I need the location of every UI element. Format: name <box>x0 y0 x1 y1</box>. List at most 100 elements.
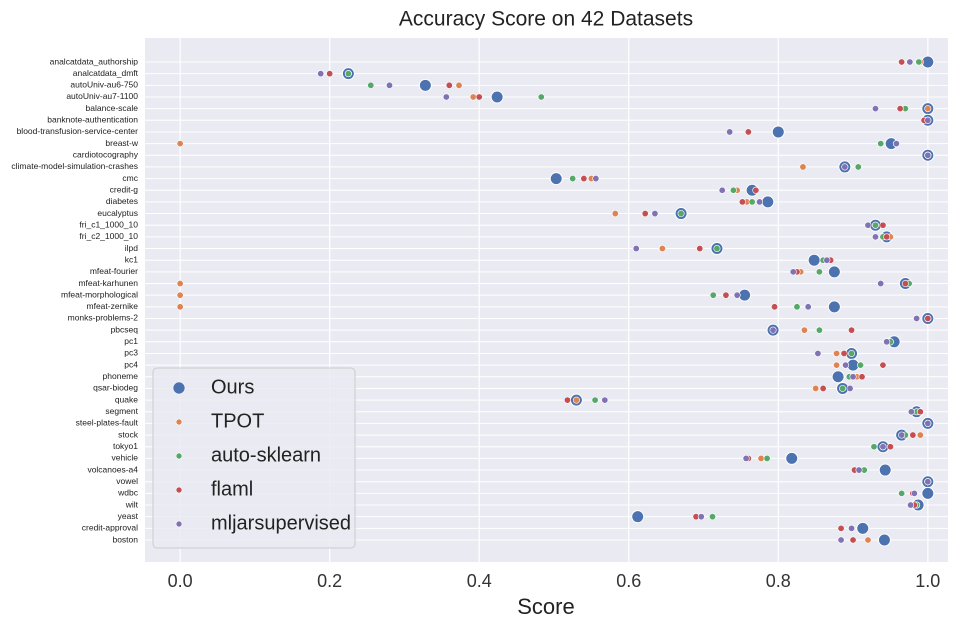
data-point <box>924 478 932 486</box>
data-point <box>839 384 847 392</box>
data-point <box>469 93 477 101</box>
y-tick-label: phoneme <box>103 371 139 381</box>
data-point <box>854 163 862 171</box>
x-tick-label: 0.4 <box>467 571 492 591</box>
data-point <box>879 361 887 369</box>
data-point <box>871 221 879 229</box>
data-point <box>886 443 894 451</box>
data-point <box>756 198 764 206</box>
data-point <box>789 268 797 276</box>
data-point <box>878 463 892 477</box>
legend-label: Ours <box>211 376 254 398</box>
y-tick-label: eucalyptus <box>97 208 138 218</box>
data-point <box>849 536 857 544</box>
data-point <box>326 70 334 78</box>
y-tick-label: kc1 <box>125 254 139 264</box>
data-point <box>713 245 721 253</box>
chart-title: Accuracy Score on 42 Datasets <box>399 8 693 31</box>
data-point <box>475 93 483 101</box>
data-point <box>924 419 932 427</box>
data-point <box>823 256 831 264</box>
legend-marker <box>175 418 183 426</box>
y-tick-label: analcatdata_authorship <box>50 56 139 66</box>
y-tick-label: mfeat-karhunen <box>78 278 138 288</box>
data-point <box>864 221 872 229</box>
data-point <box>827 300 841 314</box>
data-point <box>848 524 856 532</box>
y-tick-label: boston <box>112 534 138 544</box>
data-point <box>176 140 184 148</box>
data-point <box>837 524 845 532</box>
y-tick-label: ilpd <box>125 243 139 253</box>
data-point <box>827 265 841 279</box>
y-tick-label: tokyo1 <box>113 441 138 451</box>
legend-marker <box>175 520 183 528</box>
y-tick-label: credit-approval <box>82 523 138 533</box>
legend-label: mljarsupervised <box>211 512 351 534</box>
data-point <box>841 163 849 171</box>
data-point <box>563 396 571 404</box>
y-tick-label: pc4 <box>124 359 138 369</box>
data-point <box>733 291 741 299</box>
data-point <box>833 361 841 369</box>
data-point <box>833 349 841 357</box>
data-point <box>870 443 878 451</box>
y-tick-label: segment <box>105 406 138 416</box>
data-point <box>632 245 640 253</box>
data-point <box>176 291 184 299</box>
legend-label: auto-sklearn <box>211 444 321 466</box>
data-point <box>569 175 577 183</box>
x-axis-label: Score <box>517 594 574 619</box>
data-point <box>442 93 450 101</box>
data-point <box>883 233 891 241</box>
y-tick-label: steel-plates-fault <box>76 418 139 428</box>
data-point <box>696 245 704 253</box>
data-point <box>601 396 609 404</box>
data-point <box>572 396 580 404</box>
legend-marker <box>175 486 183 494</box>
y-tick-label: mfeat-fourier <box>90 266 138 276</box>
data-point <box>898 431 906 439</box>
legend: Ours TPOT auto-sklearn flaml mljarsupervised <box>152 367 356 549</box>
y-tick-label: autoUniv-au7-1100 <box>66 91 138 101</box>
data-point <box>761 195 775 209</box>
data-point <box>752 186 760 194</box>
data-point <box>910 489 918 497</box>
y-tick-label: balance-scale <box>86 103 139 113</box>
data-point <box>842 361 850 369</box>
legend-marker <box>172 381 186 395</box>
y-tick-label: quake <box>115 394 138 404</box>
data-point <box>769 326 777 334</box>
data-point <box>537 93 545 101</box>
data-point <box>418 78 432 92</box>
legend-box <box>152 367 356 549</box>
data-point <box>896 105 904 113</box>
y-tick-label: cmc <box>122 173 138 183</box>
y-tick-label: yeast <box>118 511 139 521</box>
data-point <box>385 81 393 89</box>
data-point <box>658 245 666 253</box>
data-point <box>367 81 375 89</box>
data-point <box>490 90 504 104</box>
data-point <box>815 326 823 334</box>
y-tick-label: vowel <box>116 476 138 486</box>
data-point <box>726 128 734 136</box>
y-tick-label: mfeat-morphological <box>61 289 138 299</box>
data-point <box>849 373 857 381</box>
data-point <box>924 151 932 159</box>
data-point <box>785 451 799 465</box>
legend-label: TPOT <box>211 410 264 432</box>
data-point <box>915 58 923 66</box>
data-point <box>317 70 325 78</box>
data-point <box>800 326 808 334</box>
data-point <box>877 140 885 148</box>
data-point <box>549 172 563 186</box>
data-point <box>831 370 845 384</box>
data-point <box>455 81 463 89</box>
data-point <box>913 314 921 322</box>
data-point <box>176 280 184 288</box>
data-point <box>907 501 915 509</box>
data-point <box>176 303 184 311</box>
data-point <box>763 454 771 462</box>
data-point <box>793 303 801 311</box>
